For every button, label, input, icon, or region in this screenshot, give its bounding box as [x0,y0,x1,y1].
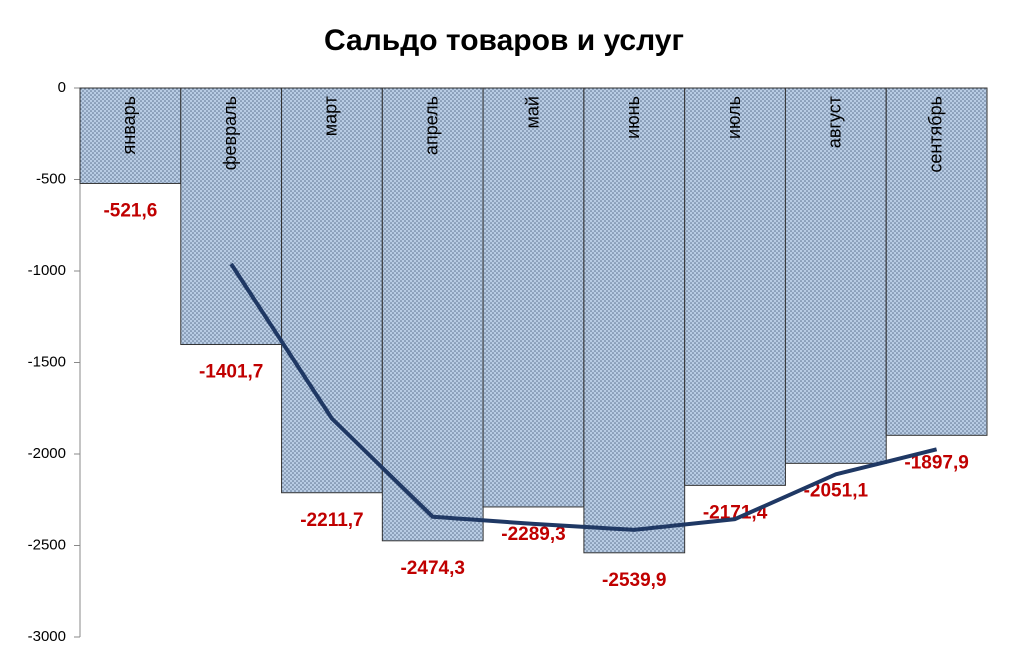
value-label: -1401,7 [199,362,263,383]
bar [381,87,484,542]
value-label: -2211,7 [300,510,363,531]
y-tick-label: -500 [36,170,66,187]
bar [583,87,686,554]
y-tick-label: -2000 [28,445,66,462]
x-tick-label: май [522,96,542,128]
value-label: -2474,3 [400,558,464,579]
value-label: -2289,3 [501,524,565,545]
bar [684,87,786,486]
x-tick-label: март [321,96,341,136]
x-tick-label: июнь [623,96,643,139]
bar [482,87,585,508]
value-label: -2539,9 [602,570,666,591]
bar [79,87,182,184]
value-label: -2051,1 [804,480,869,501]
y-tick-label: -3000 [28,628,66,645]
y-tick-label: -2500 [28,536,66,553]
y-tick-label: 0 [58,79,66,96]
y-tick-label: -1000 [28,262,66,279]
bar [281,87,383,494]
trend-line [229,262,938,532]
bar [784,87,887,464]
x-tick-label: январь [119,96,139,154]
bar [180,87,283,346]
y-tick-label: -1500 [28,353,66,370]
value-label: -2171,4 [703,502,768,523]
bar [885,87,988,436]
value-label: -1897,9 [904,452,968,473]
x-tick-label: август [825,96,845,148]
x-tick-label: февраль [220,96,240,170]
x-tick-label: сентябрь [925,96,945,173]
value-label: -521,6 [103,200,157,221]
x-tick-label: июль [724,96,744,139]
x-tick-label: апрель [421,96,441,155]
chart-title: Сальдо товаров и услуг [324,24,684,57]
